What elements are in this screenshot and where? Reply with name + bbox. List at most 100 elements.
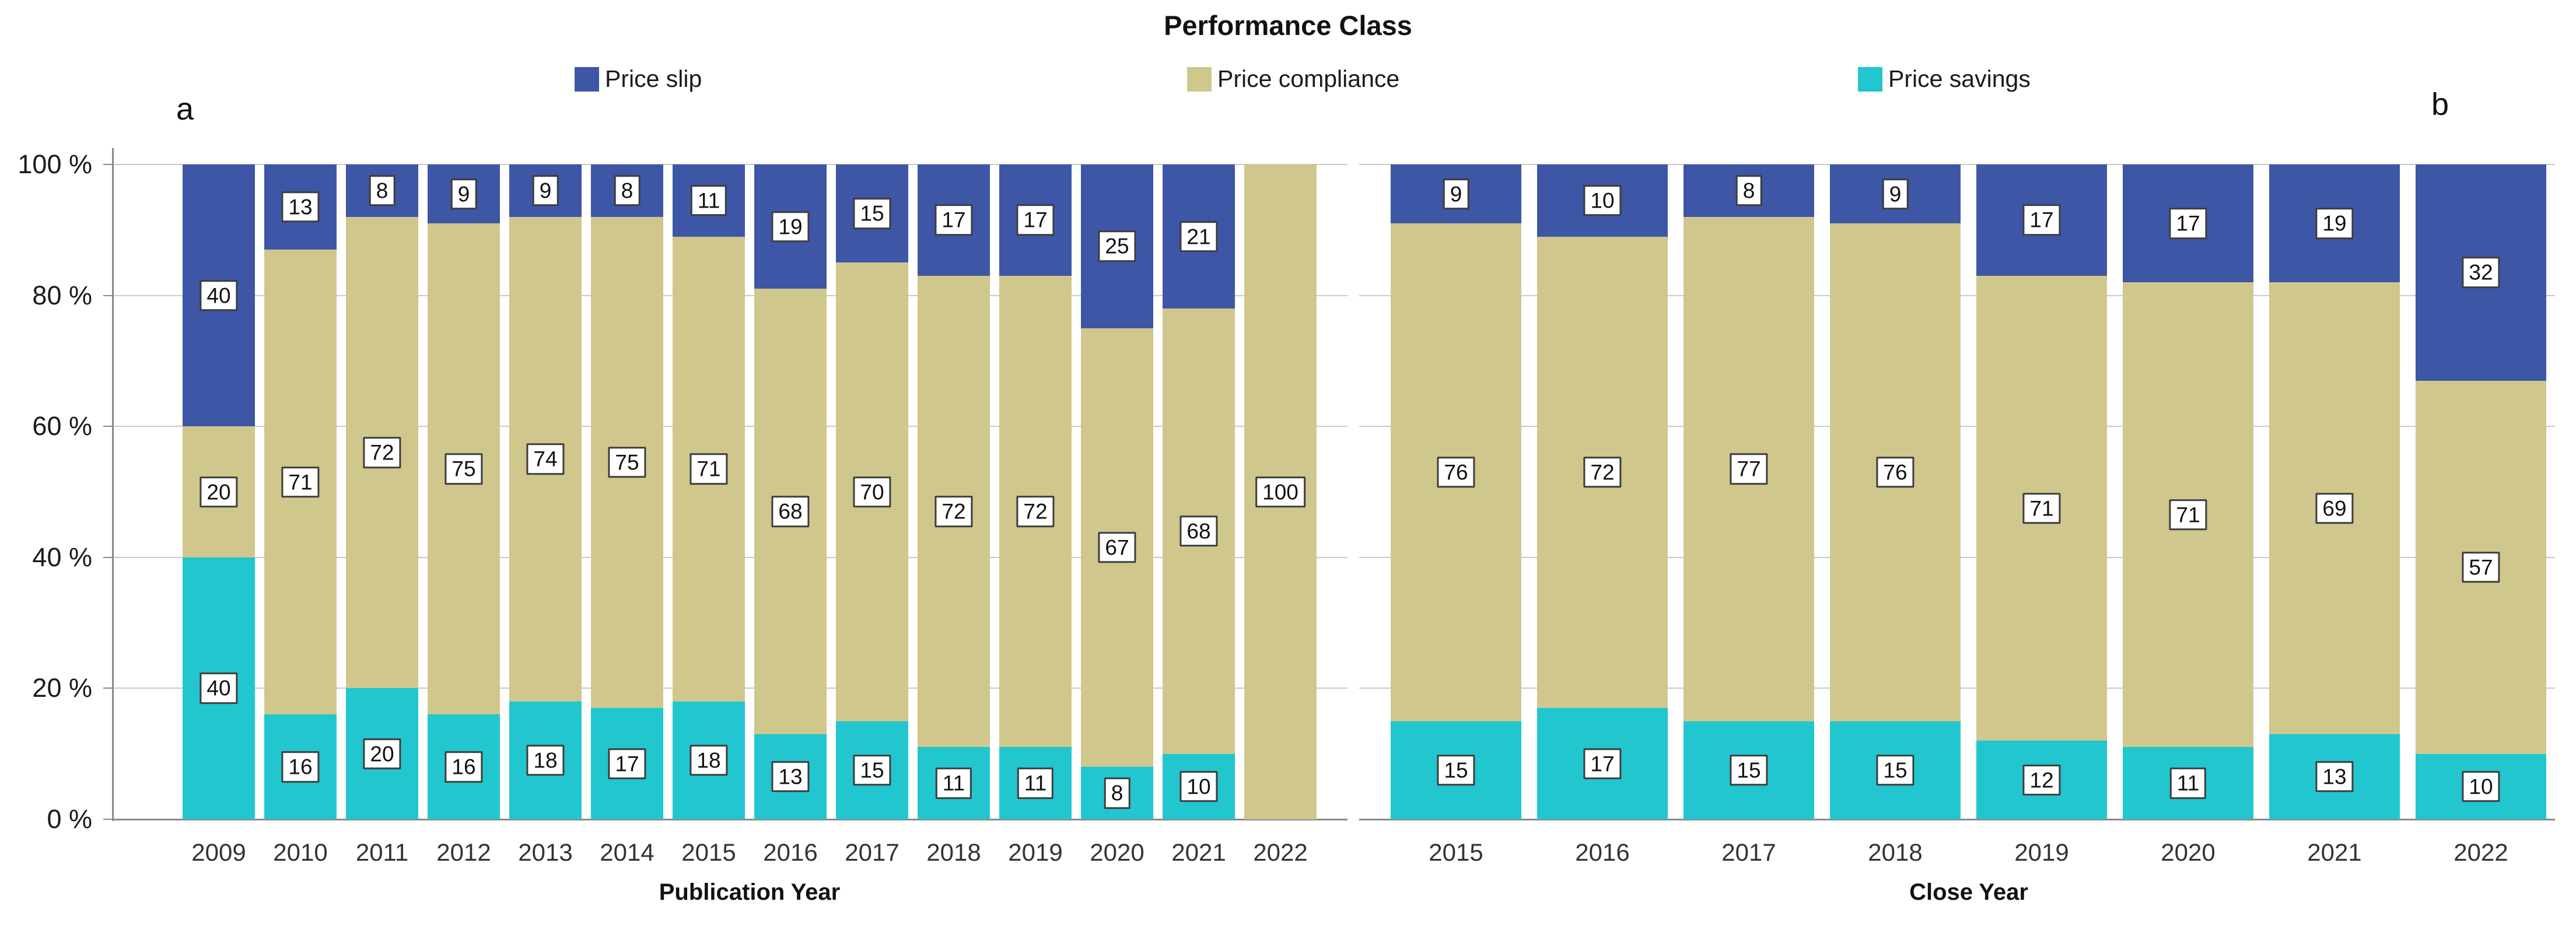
- x-axis-line: [1359, 819, 2555, 820]
- value-label-price-savings: 16: [281, 751, 320, 783]
- y-axis-tick-label: 100 %: [18, 149, 92, 179]
- x-axis-category-label: 2016: [763, 839, 818, 866]
- value-label-price-slip: 17: [1016, 204, 1055, 236]
- x-axis-category-label: 2019: [1008, 839, 1063, 866]
- legend-label-price-savings: Price savings: [1888, 65, 2031, 92]
- value-label-price-slip: 25: [1098, 230, 1136, 262]
- value-label-price-slip: 8: [369, 175, 396, 206]
- panel-b-letter: b: [2431, 87, 2449, 122]
- x-axis-category-label: 2021: [2307, 839, 2362, 866]
- value-label-price-savings: 11: [935, 767, 972, 799]
- x-axis-line: [114, 819, 1348, 820]
- value-label-price-compliance: 67: [1098, 532, 1136, 563]
- value-label-price-slip: 8: [1735, 175, 1762, 206]
- value-label-price-savings: 10: [2462, 771, 2500, 802]
- value-label-price-slip: 32: [2462, 257, 2500, 288]
- value-label-price-savings: 15: [1876, 755, 1915, 786]
- value-label-price-compliance: 77: [1730, 453, 1768, 485]
- x-axis-category-label: 2012: [436, 839, 491, 866]
- value-label-price-compliance: 69: [2315, 492, 2354, 524]
- legend-label-price-compliance: Price compliance: [1217, 65, 1400, 92]
- value-label-price-savings: 15: [853, 755, 891, 786]
- x-axis-category-label: 2017: [1721, 839, 1776, 866]
- x-axis-category-label: 2015: [1429, 839, 1483, 866]
- value-label-price-savings: 18: [526, 745, 565, 776]
- value-label-price-savings: 15: [1437, 755, 1475, 786]
- value-label-price-savings: 13: [2315, 761, 2354, 792]
- value-label-price-slip: 17: [2022, 204, 2061, 236]
- value-label-price-savings: 18: [690, 745, 728, 776]
- x-axis-category-label: 2022: [2454, 839, 2508, 866]
- x-axis-category-label: 2015: [681, 839, 736, 866]
- legend-swatch-price-compliance: [1187, 66, 1212, 92]
- y-axis-tick-label: 80 %: [32, 280, 92, 310]
- value-label-price-savings: 15: [1730, 755, 1768, 786]
- value-label-price-savings: 11: [1017, 767, 1054, 799]
- value-label-price-compliance: 70: [853, 476, 891, 508]
- value-label-price-compliance: 20: [200, 476, 238, 508]
- value-label-price-compliance: 74: [526, 443, 565, 475]
- value-label-price-compliance: 71: [281, 466, 320, 498]
- value-label-price-slip: 19: [771, 211, 810, 243]
- value-label-price-slip: 10: [1583, 185, 1622, 216]
- chart-title: Performance Class: [1164, 10, 1412, 41]
- value-label-price-savings: 17: [1583, 748, 1622, 780]
- x-axis-category-label: 2018: [1868, 839, 1923, 866]
- plot-area-close-year: 9 76 15 2015 10 72 17 2016 8 77 15 2017 9 76 15 2018 17 7…: [1359, 0, 2555, 926]
- legend-label-price-slip: Price slip: [605, 65, 702, 92]
- y-axis-tick: [103, 164, 112, 165]
- value-label-price-savings: 17: [608, 748, 646, 780]
- x-axis-category-label: 2011: [355, 839, 409, 866]
- y-axis-tick: [103, 688, 112, 689]
- value-label-price-savings: 40: [200, 672, 238, 704]
- value-label-price-slip: 9: [450, 178, 477, 210]
- x-axis-category-label: 2013: [518, 839, 573, 866]
- value-label-price-compliance: 68: [1180, 515, 1218, 547]
- value-label-price-compliance: 76: [1876, 457, 1915, 488]
- value-label-price-compliance: 71: [2169, 499, 2207, 531]
- value-label-price-slip: 9: [1882, 178, 1909, 210]
- value-label-price-slip: 40: [200, 279, 238, 311]
- value-label-price-compliance: 72: [363, 437, 401, 468]
- value-label-price-savings: 10: [1180, 771, 1218, 802]
- value-label-price-compliance: 75: [444, 453, 483, 485]
- y-axis-tick-label: 60 %: [32, 411, 92, 441]
- x-axis-category-label: 2020: [2161, 839, 2216, 866]
- value-label-price-savings: 20: [363, 738, 401, 770]
- y-axis-tick: [103, 819, 112, 820]
- y-axis-tick-label: 20 %: [32, 673, 92, 703]
- plot-area-publication-year: 40 20 40 2009 13 71 16 2010 8 72 20 2011 9 75 16 2012 9 7…: [103, 0, 1348, 926]
- value-label-price-savings: 8: [1104, 777, 1130, 809]
- value-label-price-slip: 19: [2315, 208, 2354, 239]
- legend-item-price-savings: Price savings: [1858, 65, 2031, 93]
- y-axis-tick-label: 0 %: [47, 804, 92, 834]
- value-label-price-compliance: 72: [935, 496, 973, 527]
- value-label-price-savings: 13: [771, 761, 810, 792]
- value-label-price-slip: 9: [1443, 178, 1469, 210]
- value-label-price-savings: 11: [2169, 767, 2207, 799]
- value-label-price-compliance: 68: [771, 496, 810, 527]
- value-label-price-compliance: 71: [2022, 492, 2061, 524]
- value-label-price-slip: 11: [690, 185, 727, 216]
- legend-item-price-slip: Price slip: [575, 65, 702, 93]
- x-axis-category-label: 2017: [845, 839, 900, 866]
- y-axis-tick: [103, 556, 112, 558]
- x-axis-category-label: 2016: [1575, 839, 1630, 866]
- value-label-price-compliance: 71: [690, 453, 728, 485]
- value-label-price-savings: 16: [444, 751, 483, 783]
- value-label-price-slip: 21: [1180, 220, 1218, 252]
- value-label-price-slip: 8: [614, 175, 640, 206]
- value-label-price-slip: 17: [935, 204, 973, 236]
- x-axis-category-label: 2018: [926, 839, 981, 866]
- value-label-price-slip: 17: [2169, 208, 2207, 239]
- y-axis-tick: [103, 426, 112, 427]
- value-label-price-savings: 12: [2022, 764, 2061, 796]
- x-axis-category-label: 2014: [600, 839, 654, 866]
- value-label-price-compliance: 72: [1016, 496, 1055, 527]
- x-axis-category-label: 2019: [2014, 839, 2069, 866]
- x-axis-title-close-year: Close Year: [1909, 879, 2028, 905]
- x-axis-category-label: 2009: [191, 839, 246, 866]
- value-label-price-slip: 15: [853, 198, 891, 229]
- x-axis-category-label: 2022: [1253, 839, 1308, 866]
